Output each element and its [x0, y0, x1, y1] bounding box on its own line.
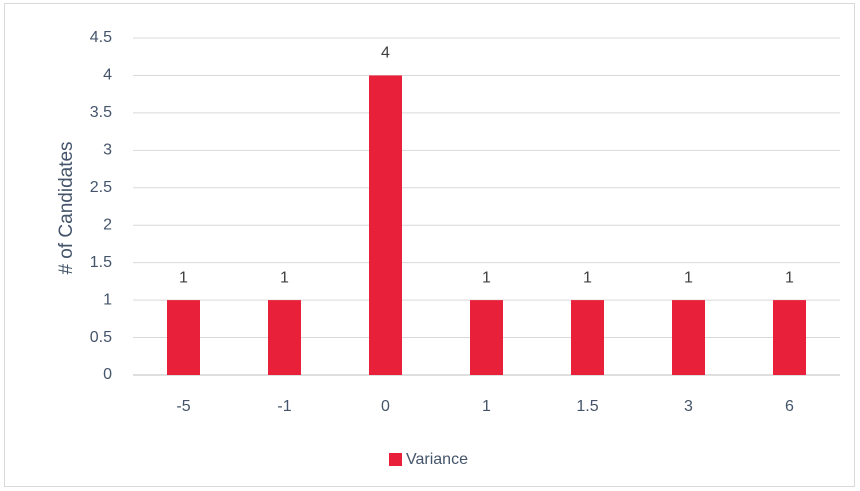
data-label: 1 — [785, 269, 794, 286]
y-tick-label: 1 — [103, 291, 112, 308]
y-tick-label: 0.5 — [90, 329, 112, 346]
legend-swatch — [389, 453, 402, 466]
bar — [369, 75, 402, 375]
data-label: 1 — [280, 269, 289, 286]
y-tick-label: 3 — [103, 142, 112, 159]
x-axis-ticks: -5 -1 0 1 1.5 3 6 — [176, 398, 794, 415]
x-tick-label: 0 — [381, 398, 390, 415]
x-tick-label: 1.5 — [576, 398, 598, 415]
y-tick-label: 1.5 — [90, 254, 112, 271]
data-label: 1 — [179, 269, 188, 286]
x-tick-label: 3 — [684, 398, 693, 415]
data-label: 1 — [482, 269, 491, 286]
data-label: 1 — [583, 269, 592, 286]
bar — [672, 300, 705, 375]
x-tick-label: -5 — [176, 398, 190, 415]
y-tick-label: 0 — [103, 366, 112, 383]
legend: Variance — [389, 451, 468, 468]
bar — [773, 300, 806, 375]
data-label: 4 — [381, 45, 390, 62]
y-tick-label: 4.5 — [90, 29, 112, 46]
bar — [268, 300, 301, 375]
chart-frame — [4, 3, 855, 487]
x-tick-label: -1 — [277, 398, 291, 415]
y-axis-label: # of Candidates — [56, 141, 77, 274]
bar — [571, 300, 604, 375]
data-labels: 1 1 4 1 1 1 1 — [179, 45, 794, 287]
y-tick-label: 3.5 — [90, 104, 112, 121]
bar — [470, 300, 503, 375]
y-tick-label: 4 — [103, 67, 112, 84]
y-tick-label: 2 — [103, 216, 112, 233]
legend-label: Variance — [406, 451, 468, 468]
x-tick-label: 1 — [482, 398, 491, 415]
bars — [167, 75, 806, 375]
data-label: 1 — [684, 269, 693, 286]
bar — [167, 300, 200, 375]
gridlines — [133, 37, 840, 376]
x-tick-label: 6 — [785, 398, 794, 415]
y-axis-ticks: 0 0.5 1 1.5 2 2.5 3 3.5 4 4.5 — [90, 29, 112, 383]
y-tick-label: 2.5 — [90, 179, 112, 196]
